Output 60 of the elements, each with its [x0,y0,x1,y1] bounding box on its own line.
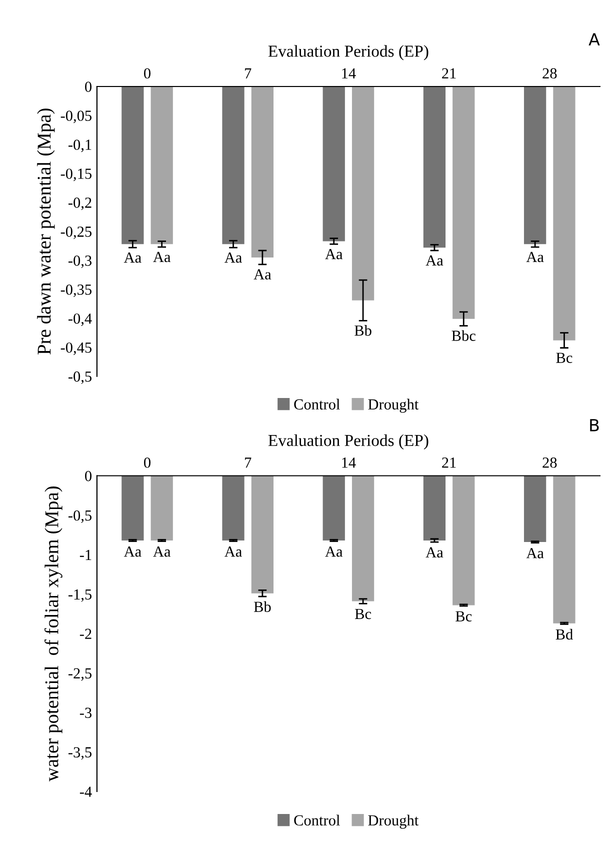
x-axis-title: Evaluation Periods (EP) [268,45,428,60]
data-label: Aa [325,546,343,557]
y-tick-label: 0 [85,470,92,482]
y-tick-label: -0,45 [60,342,92,355]
x-tick-label: 14 [342,458,356,468]
data-label: Aa [153,252,171,262]
data-label: Aa [153,546,171,557]
legend-label: Control [294,814,340,826]
x-tick-label: 7 [245,458,252,468]
data-label: Aa [426,547,444,558]
x-tick-label: 7 [245,68,252,78]
data-label: Aa [254,269,272,280]
y-tick-label: -0,15 [60,168,92,182]
y-tick-label: -0,05 [60,110,92,124]
y-tick-label: -3 [80,708,92,718]
data-label: Aa [124,252,142,263]
x-tick-label: 21 [442,68,456,78]
x-tick-label: 0 [144,68,150,79]
data-label: Aa [224,252,242,263]
x-axis-title: Evaluation Periods (EP) [268,434,428,450]
x-tick-label: 21 [442,458,456,468]
x-tick-label: 0 [144,457,150,468]
y-tick-label: 0 [85,82,92,92]
text: B [590,419,599,432]
y-tick-label: -0,5 [68,371,92,384]
x-tick-label: 14 [342,68,356,78]
data-label: Aa [224,546,242,557]
data-label: Bc [354,608,372,620]
x-tick-label: 28 [542,457,557,468]
data-label: Bd [556,628,573,640]
y-tick-label: -1 [80,550,92,560]
x-tick-label: 28 [542,68,557,79]
y-tick-label: -2 [80,628,92,639]
y-tick-label: -2,5 [68,668,92,681]
y-axis-title: water potential of foliar xylem (Mpa) [44,486,62,782]
legend-label: Drought [368,398,419,413]
y-tick-label: -1,5 [68,589,92,602]
y-tick-label: -0,2 [68,198,92,210]
data-label: Bc [556,352,572,363]
y-tick-label: -0,3 [68,256,92,268]
y-tick-label: -0,25 [60,226,92,240]
y-tick-label: -0,1 [68,140,92,152]
text: A [588,33,600,46]
data-label: Bc [456,611,472,622]
y-tick-label: -4 [80,786,92,797]
data-label: Aa [325,249,343,260]
y-tick-label: -0,5 [68,510,92,523]
data-label: Aa [124,546,142,557]
data-label: Aa [426,255,444,266]
y-tick-label: -0,4 [68,313,92,326]
data-label: Aa [526,252,544,262]
data-label: Aa [526,548,544,558]
y-tick-label: -0,35 [60,284,92,297]
y-axis-title: Pre dawn water potential (Mpa) [37,108,55,354]
data-label: Bb [254,601,271,612]
legend-label: Control [294,398,340,410]
data-label: Bbc [452,330,476,341]
y-tick-label: -3,5 [68,747,92,760]
data-label: Bb [354,324,372,336]
legend-label: Drought [368,814,419,829]
